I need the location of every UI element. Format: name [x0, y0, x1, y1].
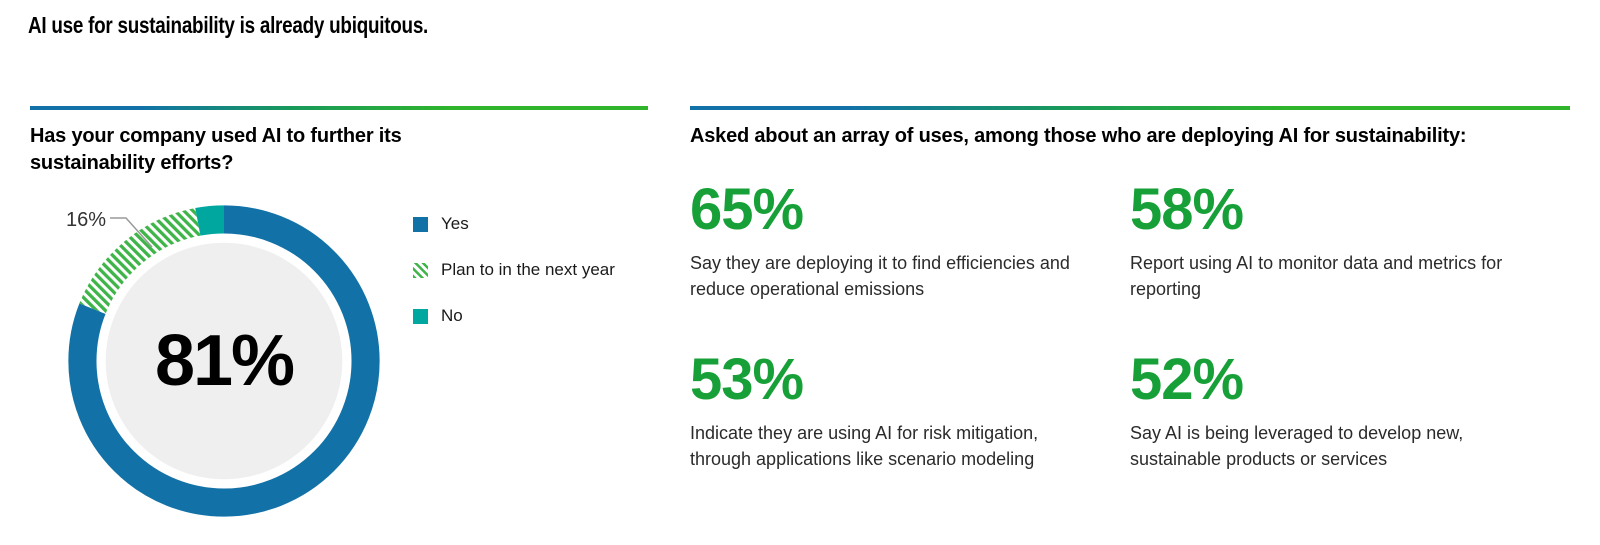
stat-block-risk: 53% Indicate they are using AI for risk …: [690, 347, 1130, 472]
stat-block-products: 52% Say AI is being leveraged to develop…: [1130, 347, 1570, 472]
legend-item-yes: Yes: [413, 214, 615, 234]
donut-legend: Yes Plan to in the next year No: [413, 214, 615, 352]
legend-swatch-plan: [413, 262, 428, 278]
legend-label-yes: Yes: [441, 214, 469, 233]
stats-panel: Asked about an array of uses, among thos…: [690, 106, 1570, 536]
stat-text: Indicate they are using AI for risk miti…: [690, 423, 1039, 469]
legend-label-no: No: [441, 306, 463, 325]
donut-svg: [68, 205, 380, 517]
left-panel-heading: Has your company used AI to further its …: [30, 125, 402, 174]
stat-value: 58%: [1130, 177, 1244, 242]
callout-label: 16%: [66, 209, 107, 231]
stat-text: Say they are deploying it to find effici…: [690, 253, 1070, 299]
stats-grid: 65% Say they are deploying it to find ef…: [690, 177, 1570, 472]
donut-segment-no: [68, 205, 380, 517]
left-section-divider: [30, 106, 648, 110]
leader-line-icon: [110, 217, 153, 248]
callout-plan-segment: 16%: [66, 207, 160, 251]
legend-swatch-yes: [413, 216, 428, 232]
legend-item-no: No: [413, 306, 615, 326]
donut-chart: 81% 16%: [64, 201, 384, 521]
stat-value: 65%: [690, 177, 804, 242]
donut-center-disc: [105, 242, 343, 480]
legend-item-plan: Plan to in the next year: [413, 260, 615, 280]
stat-text: Say AI is being leveraged to develop new…: [1130, 423, 1464, 469]
stat-value: 53%: [690, 347, 804, 413]
stat-block-efficiencies: 65% Say they are deploying it to find ef…: [690, 177, 1130, 302]
stat-text: Report using AI to monitor data and metr…: [1130, 253, 1503, 299]
legend-swatch-no: [413, 308, 428, 324]
right-section-divider: [690, 106, 1570, 110]
stat-block-monitoring: 58% Report using AI to monitor data and …: [1130, 177, 1570, 302]
stat-value: 52%: [1130, 347, 1244, 413]
donut-panel: Has your company used AI to further its …: [30, 106, 648, 536]
right-panel-heading: Asked about an array of uses, among thos…: [690, 125, 1467, 147]
legend-label-plan: Plan to in the next year: [441, 260, 615, 279]
page-title: AI use for sustainability is already ubi…: [28, 12, 429, 38]
